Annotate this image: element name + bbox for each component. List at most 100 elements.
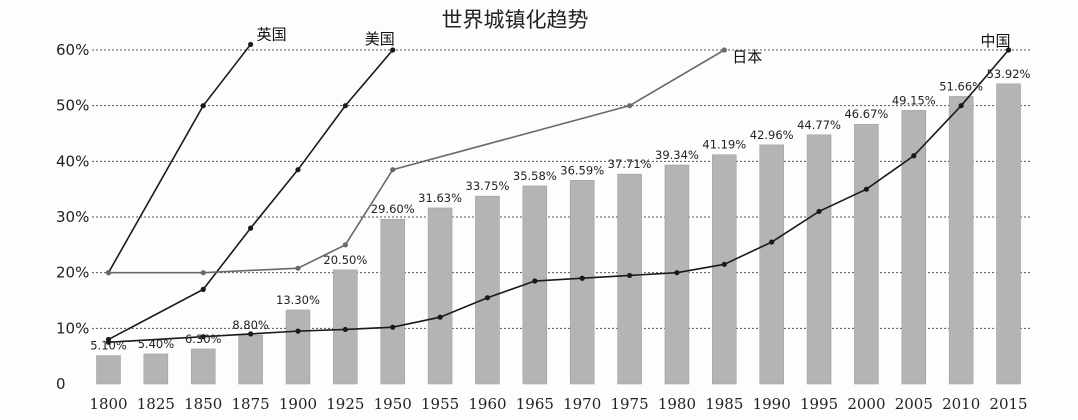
series-line-0 bbox=[107, 43, 252, 274]
series-line-1 bbox=[108, 49, 394, 341]
series-point bbox=[248, 331, 254, 337]
series-point bbox=[863, 186, 870, 192]
x-tick-label: 2010 bbox=[942, 395, 980, 413]
bar-value-label: 39.34% bbox=[655, 148, 699, 162]
bar-value-label: 35.58% bbox=[513, 169, 557, 183]
bar-1985 bbox=[712, 154, 737, 385]
series-point bbox=[342, 242, 348, 248]
bar-value-label: 8.80% bbox=[232, 318, 269, 332]
series-point bbox=[958, 103, 964, 109]
bar-value-label: 44.77% bbox=[797, 118, 841, 132]
bar-1965 bbox=[522, 185, 548, 385]
y-tick-label: 10% bbox=[56, 319, 89, 337]
y-tick-label: 60% bbox=[56, 41, 89, 59]
bar-value-label: 41.19% bbox=[702, 138, 746, 152]
bar-1800 bbox=[96, 355, 121, 385]
bar-1995 bbox=[806, 134, 832, 385]
series-point bbox=[579, 275, 585, 281]
series-point bbox=[721, 261, 727, 267]
bars bbox=[96, 83, 1021, 385]
series-point bbox=[484, 295, 491, 301]
series-point bbox=[342, 103, 348, 109]
series-label: 日本 bbox=[732, 48, 762, 66]
bar-value-label: 31.63% bbox=[418, 191, 462, 205]
series-label: 英国 bbox=[257, 25, 287, 43]
x-tick-label: 1850 bbox=[184, 395, 222, 413]
bar-value-label: 53.92% bbox=[987, 67, 1031, 81]
series-point bbox=[295, 167, 301, 173]
series-point bbox=[390, 47, 396, 53]
bar-value-label: 36.59% bbox=[560, 163, 604, 177]
bar-value-label: 37.71% bbox=[608, 157, 652, 171]
bar-1925 bbox=[333, 269, 358, 385]
x-tick-label: 1825 bbox=[137, 395, 175, 413]
bar-value-label: 5.40% bbox=[138, 337, 175, 351]
series-point bbox=[105, 339, 112, 345]
bar-1955 bbox=[427, 207, 453, 385]
bar-value-label: 51.66% bbox=[939, 79, 983, 93]
bar-1975 bbox=[617, 173, 642, 385]
y-tick-label: 30% bbox=[56, 208, 89, 226]
series-point bbox=[911, 153, 917, 159]
x-tick-label: 1985 bbox=[705, 395, 743, 413]
x-tick-label: 2000 bbox=[847, 395, 885, 413]
series-point bbox=[295, 328, 301, 334]
gridlines bbox=[92, 49, 1030, 329]
x-tick-label: 1990 bbox=[753, 395, 791, 413]
x-tick-label: 1965 bbox=[516, 395, 554, 413]
x-tick-label: 1960 bbox=[468, 395, 506, 413]
series-point bbox=[769, 239, 775, 245]
bar-1990 bbox=[759, 144, 784, 385]
y-tick-label: 40% bbox=[56, 152, 89, 170]
x-tick-label: 1925 bbox=[326, 395, 364, 413]
x-tick-label: 2005 bbox=[895, 395, 933, 413]
x-tick-label: 1995 bbox=[800, 395, 838, 413]
bar-1970 bbox=[569, 180, 595, 385]
labels: 0 10% 20% 30% 40% 50% 60% 5.10% 1800 5.40% 1825 6.3… bbox=[56, 25, 1031, 413]
bar-1850 bbox=[190, 348, 216, 385]
series-lines bbox=[105, 41, 1012, 345]
bar-1875 bbox=[238, 334, 263, 385]
x-tick-label: 2015 bbox=[989, 395, 1027, 413]
series-point bbox=[105, 270, 112, 276]
series-point bbox=[200, 270, 206, 276]
bar-2000 bbox=[854, 123, 879, 385]
bar-2005 bbox=[901, 110, 927, 385]
x-tick-label: 1955 bbox=[421, 395, 459, 413]
x-tick-label: 1800 bbox=[89, 395, 127, 413]
bar-value-label: 49.15% bbox=[892, 93, 936, 107]
y-tick-label: 20% bbox=[56, 264, 89, 282]
x-tick-label: 1875 bbox=[232, 395, 270, 413]
bar-2010 bbox=[948, 96, 974, 385]
x-tick-label: 1900 bbox=[279, 395, 317, 413]
x-tick-label: 1975 bbox=[610, 395, 648, 413]
bar-value-label: 6.30% bbox=[185, 332, 222, 346]
x-tick-label: 1970 bbox=[563, 395, 601, 413]
series-point bbox=[200, 286, 206, 292]
series-point bbox=[1005, 47, 1012, 53]
series-point bbox=[721, 47, 727, 53]
series-point bbox=[200, 103, 206, 109]
bar-value-label: 5.10% bbox=[90, 339, 127, 353]
series-point bbox=[437, 314, 443, 320]
series-point bbox=[390, 324, 396, 330]
x-tick-label: 1980 bbox=[658, 395, 696, 413]
bar-1950 bbox=[380, 218, 405, 385]
bar-1960 bbox=[475, 195, 500, 385]
series-point bbox=[532, 278, 538, 284]
bar-value-label: 20.50% bbox=[323, 253, 367, 267]
bar-1900 bbox=[285, 309, 311, 385]
series-point bbox=[295, 265, 301, 271]
series-point bbox=[816, 208, 822, 215]
series-point bbox=[674, 270, 680, 276]
series-point bbox=[342, 326, 348, 333]
x-tick-label: 1950 bbox=[374, 395, 412, 413]
bar-1825 bbox=[143, 353, 169, 385]
y-tick-label: 50% bbox=[56, 97, 89, 115]
series-label: 美国 bbox=[365, 30, 395, 48]
series-point bbox=[248, 41, 254, 48]
series-point bbox=[200, 334, 206, 340]
bar-value-label: 29.60% bbox=[371, 202, 415, 216]
